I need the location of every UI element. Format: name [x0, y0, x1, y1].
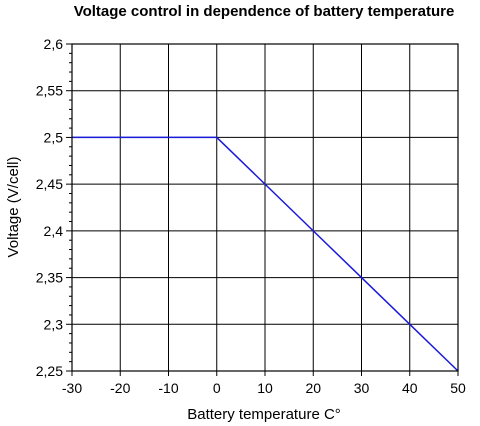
grid — [71, 43, 459, 372]
y-tick-label: 2,3 — [44, 316, 64, 332]
x-tick-label: -10 — [158, 380, 178, 396]
x-tick-label: 30 — [354, 380, 370, 396]
x-tick-label: 0 — [213, 380, 221, 396]
x-tick-label: 50 — [450, 380, 466, 396]
plot-frame — [71, 43, 459, 372]
y-tick-label: 2,4 — [44, 223, 64, 239]
chart-title: Voltage control in dependence of battery… — [74, 3, 455, 20]
series-group — [72, 136, 459, 372]
x-tick-label: -20 — [110, 380, 130, 396]
y-tick-label: 2,45 — [36, 176, 63, 192]
voltage-series-line — [72, 136, 459, 372]
x-axis-ticks: -30 -20 -10 0 10 20 30 40 50 — [62, 371, 466, 396]
x-tick-label: 10 — [257, 380, 273, 396]
y-tick-label: 2,5 — [44, 129, 64, 145]
y-tick-label: 2,35 — [36, 270, 63, 286]
y-tick-label: 2,6 — [44, 36, 64, 52]
y-tick-label: 2,25 — [36, 363, 63, 379]
y-tick-label: 2,55 — [36, 83, 63, 99]
y-axis-ticks: 2,25 2,3 2,35 2,4 2,45 2,5 2,55 2,6 — [36, 36, 72, 379]
x-tick-label: -30 — [62, 380, 82, 396]
x-tick-label: 40 — [402, 380, 418, 396]
y-axis-label: Voltage (V/cell) — [5, 157, 22, 258]
x-axis-label: Battery temperature C° — [187, 406, 341, 423]
x-tick-label: 20 — [305, 380, 321, 396]
